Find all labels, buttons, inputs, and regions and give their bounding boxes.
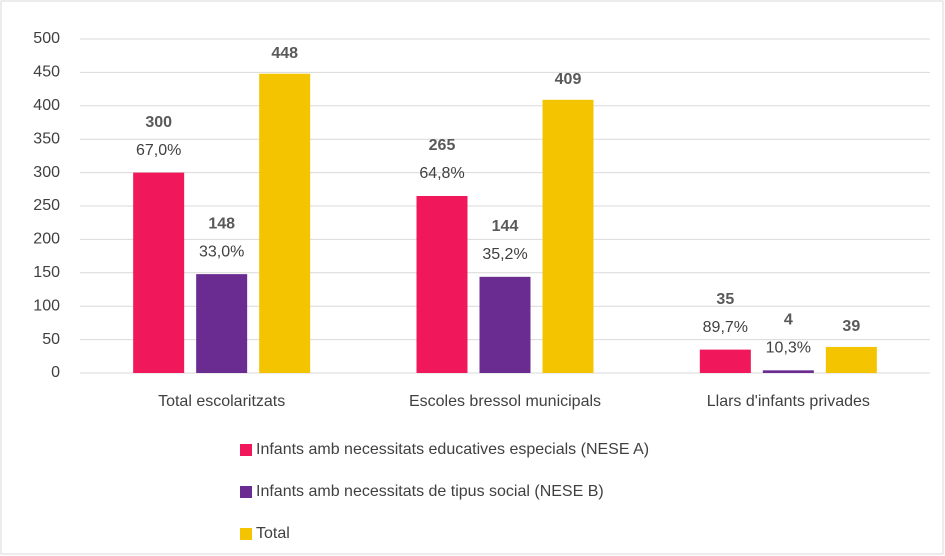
percent-label: 89,7% — [703, 319, 748, 336]
value-label: 144 — [492, 218, 519, 235]
x-tick-label: Escoles bressol municipals — [409, 393, 601, 410]
y-tick-label: 100 — [33, 297, 60, 314]
y-tick-label: 50 — [42, 331, 60, 348]
y-tick-label: 400 — [33, 97, 60, 114]
bar — [416, 195, 468, 373]
bar — [699, 349, 751, 373]
percent-label: 33,0% — [199, 243, 244, 260]
value-label: 265 — [429, 137, 456, 154]
bar — [479, 276, 531, 373]
percent-label: 10,3% — [766, 340, 811, 357]
value-label: 4 — [784, 312, 793, 329]
bar — [259, 73, 311, 374]
y-tick-label: 0 — [51, 364, 60, 381]
legend-swatch — [240, 528, 252, 540]
y-tick-label: 450 — [33, 64, 60, 81]
bar — [762, 370, 814, 373]
bar — [133, 172, 185, 373]
value-label: 148 — [208, 215, 235, 232]
legend-label: Infants amb necessitats de tipus social … — [256, 483, 604, 500]
percent-label: 35,2% — [482, 246, 527, 263]
bar — [542, 99, 594, 374]
legend-swatch — [240, 486, 252, 498]
percent-label: 64,8% — [419, 165, 464, 182]
value-label: 409 — [555, 71, 582, 88]
y-tick-label: 200 — [33, 231, 60, 248]
percent-label: 67,0% — [136, 142, 181, 159]
bar — [196, 274, 248, 373]
value-label: 300 — [145, 114, 172, 131]
y-tick-label: 350 — [33, 130, 60, 147]
y-tick-label: 250 — [33, 197, 60, 214]
x-tick-label: Total escolaritzats — [158, 393, 285, 410]
y-tick-label: 300 — [33, 164, 60, 181]
value-label: 448 — [271, 45, 298, 62]
y-tick-label: 500 — [33, 30, 60, 47]
bar — [825, 346, 877, 373]
value-label: 39 — [842, 318, 860, 335]
legend-label: Infants amb necessitats educatives espec… — [256, 441, 649, 458]
x-tick-label: Llars d'infants privades — [707, 393, 870, 410]
legend-swatch — [240, 444, 252, 456]
value-label: 35 — [716, 291, 734, 308]
y-tick-label: 150 — [33, 264, 60, 281]
legend-label: Total — [256, 525, 290, 542]
